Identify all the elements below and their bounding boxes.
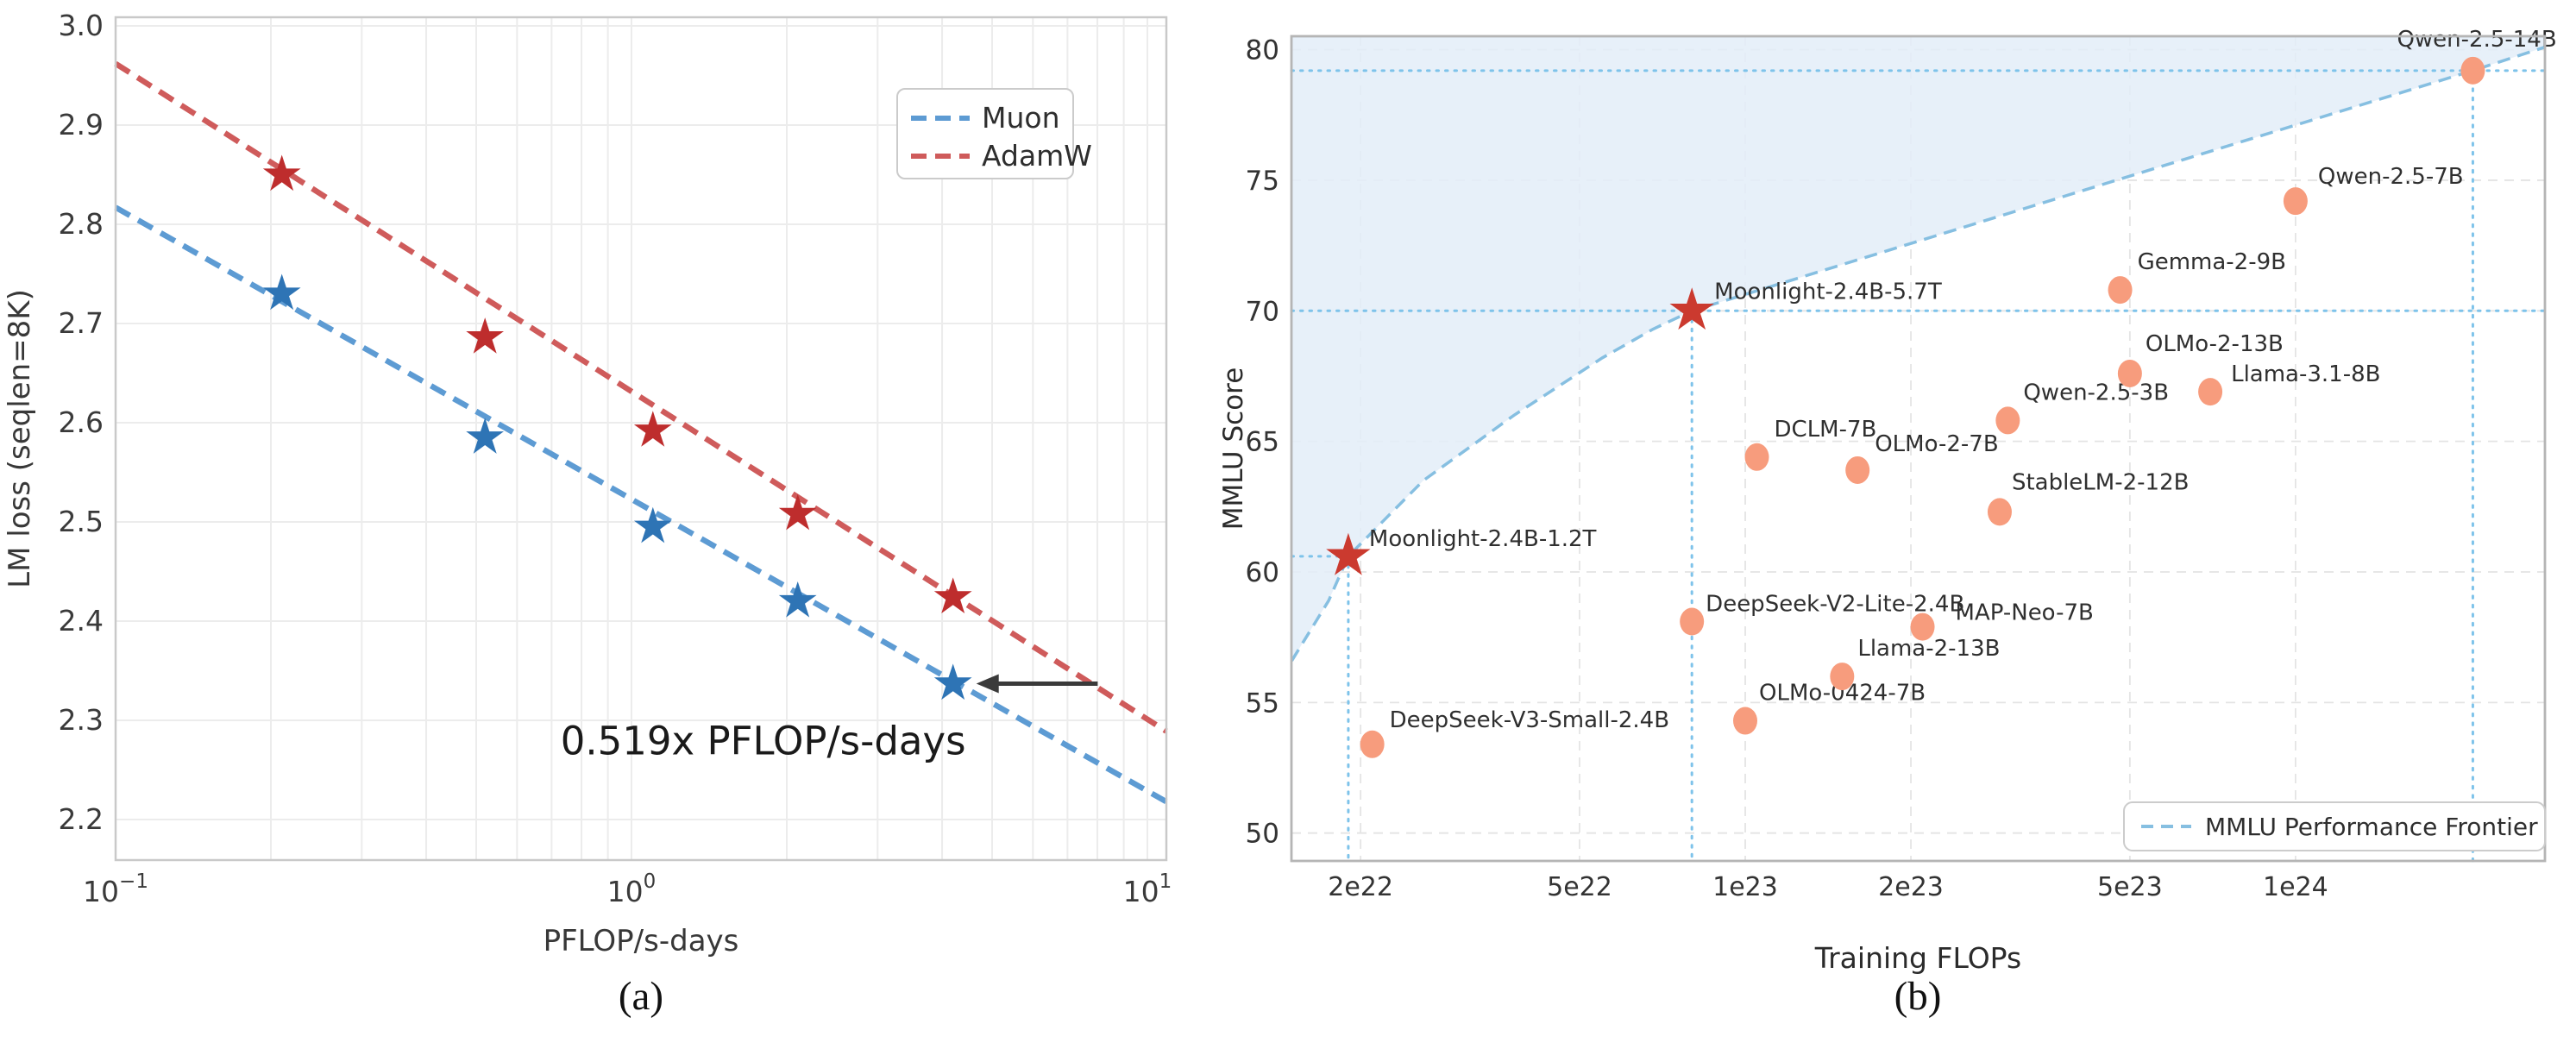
ytick-b-75: 75 — [1246, 166, 1279, 197]
ytick-a-2.2: 2.2 — [59, 802, 104, 836]
frontier-line — [1290, 45, 2546, 662]
legend-a-label-muon: Muon — [982, 101, 1060, 135]
dot-point-llama-2-13b — [1830, 663, 1855, 691]
ytick-b-80: 80 — [1246, 35, 1279, 66]
ytick-a-2.6: 2.6 — [59, 405, 104, 439]
dot-point-qwen-2-5-3b — [1995, 406, 2020, 435]
ytick-a-2.7: 2.7 — [59, 306, 104, 340]
star-adamw-3 — [778, 493, 817, 531]
point-label-llama-2-13b: Llama-2-13B — [1857, 636, 2000, 662]
dot-point-llama-3-1-8b — [2198, 378, 2223, 406]
star-adamw-1 — [466, 317, 504, 354]
legend-a: Muon AdamW — [896, 88, 1092, 179]
ytick-b-70: 70 — [1246, 296, 1279, 327]
xlabel-a: PFLOP/s-days — [543, 924, 739, 958]
xtick-b-5e22: 5e22 — [1547, 872, 1612, 902]
point-label-moonlight-2-4b-5-7t: Moonlight-2.4B-5.7T — [1714, 279, 1942, 305]
dot-point-olmo-2-13b — [2117, 359, 2142, 387]
point-label-qwen-2-5-14b: Qwen-2.5-14B — [2397, 27, 2556, 53]
dot-point-dclm-7b — [1744, 443, 1769, 471]
xtick-a-1: 100 — [607, 870, 657, 908]
dot-point-olmo-0424-7b — [1733, 707, 1757, 735]
data-points: Moonlight-2.4B-1.2T Moonlight-2.4B-5.7T De… — [1326, 27, 2557, 758]
xtick-a-0.1: 10−1 — [83, 870, 148, 908]
fit-line-muon — [114, 204, 1168, 805]
dot-point-map-neo-7b — [1910, 612, 1935, 641]
ytick-b-50: 50 — [1246, 819, 1279, 850]
star-muon-0 — [262, 273, 301, 311]
star-adamw-2 — [633, 411, 672, 447]
star-muon-3 — [778, 581, 817, 618]
ylabel-a: LM loss (seqlen=8K) — [3, 289, 37, 588]
xtick-b-5e23: 5e23 — [2097, 872, 2163, 902]
star-muon-4 — [933, 663, 972, 700]
point-label-deepseek-v3-small-2-4b: DeepSeek-V3-Small-2.4B — [1390, 707, 1669, 733]
point-label-map-neo-7b: MAP-Neo-7B — [1956, 600, 2094, 626]
star-muon-2 — [633, 506, 672, 543]
point-label-gemma-2-9b: Gemma-2-9B — [2138, 249, 2286, 275]
point-label-dclm-7b: DCLM-7B — [1775, 417, 1877, 443]
lm-loss-vs-compute-chart: 0.519x PFLOP/s-days 2.2 2.3 2.4 2.5 2.6 2.7 2.8… — [3, 9, 1172, 958]
star-point-moonlight-2-4b-5-7t — [1669, 287, 1714, 330]
mmlu-vs-flops-chart: Moonlight-2.4B-1.2T Moonlight-2.4B-5.7T De… — [1218, 27, 2557, 975]
xtick-b-1e24: 1e24 — [2263, 872, 2328, 902]
star-point-moonlight-2-4b-1-2t — [1326, 532, 1371, 575]
dot-point-deepseek-v2-lite-2-4b — [1680, 607, 1705, 636]
ytick-a-2.8: 2.8 — [59, 207, 104, 241]
xtick-b-1e23: 1e23 — [1712, 872, 1778, 902]
point-label-moonlight-2-4b-1-2t: Moonlight-2.4B-1.2T — [1369, 526, 1597, 552]
legend-b-label: MMLU Performance Frontier — [2205, 813, 2538, 841]
dot-point-deepseek-v3-small-2-4b — [1360, 730, 1385, 758]
xlabel-b: Training FLOPs — [1814, 941, 2021, 975]
caption-a: (a) — [618, 974, 664, 1019]
xtick-b-2e22: 2e22 — [1328, 872, 1393, 902]
dot-point-qwen-2-5-14b — [2460, 56, 2485, 85]
dot-point-stablelm-2-12b — [1987, 498, 2012, 526]
point-label-llama-3-1-8b: Llama-3.1-8B — [2231, 361, 2380, 387]
star-adamw-4 — [933, 577, 972, 613]
ytick-b-65: 65 — [1246, 427, 1279, 458]
ytick-a-2.3: 2.3 — [59, 703, 104, 737]
ytick-a-2.9: 2.9 — [59, 108, 104, 141]
ylabel-b: MMLU Score — [1218, 367, 1249, 531]
plot-border-b — [1290, 35, 2547, 863]
ratio-arrow-head — [976, 674, 999, 694]
point-label-qwen-2-5-7b: Qwen-2.5-7B — [2318, 164, 2464, 190]
ratio-annotation: 0.519x PFLOP/s-days — [561, 718, 966, 763]
point-label-qwen-2-5-3b: Qwen-2.5-3B — [2023, 380, 2169, 405]
point-label-stablelm-2-12b: StableLM-2-12B — [2012, 469, 2190, 495]
xtick-a-10: 101 — [1123, 870, 1172, 908]
ytick-b-60: 60 — [1246, 557, 1279, 588]
legend-b-box — [2123, 801, 2546, 851]
legend-b: MMLU Performance Frontier — [2123, 801, 2546, 851]
ytick-a-3.0: 3.0 — [59, 9, 104, 42]
ytick-a-2.5: 2.5 — [59, 505, 104, 538]
dot-point-gemma-2-9b — [2108, 276, 2133, 305]
caption-b: (b) — [1894, 974, 1942, 1019]
ytick-a-2.4: 2.4 — [59, 604, 104, 638]
plot-border-a — [114, 16, 1168, 862]
legend-a-label-adamw: AdamW — [982, 139, 1092, 173]
point-label-olmo-2-13b: OLMo-2-13B — [2146, 331, 2284, 357]
xtick-b-2e23: 2e23 — [1878, 872, 1944, 902]
point-label-deepseek-v2-lite-2-4b: DeepSeek-V2-Lite-2.4B — [1706, 592, 1964, 618]
frontier-fill — [1291, 36, 2546, 661]
dot-point-olmo-2-7b — [1845, 455, 1870, 484]
point-label-olmo-2-7b: OLMo-2-7B — [1875, 431, 1998, 457]
star-muon-1 — [466, 418, 504, 454]
star-adamw-0 — [262, 154, 301, 192]
ytick-b-55: 55 — [1246, 688, 1279, 719]
dot-point-qwen-2-5-7b — [2283, 187, 2308, 216]
